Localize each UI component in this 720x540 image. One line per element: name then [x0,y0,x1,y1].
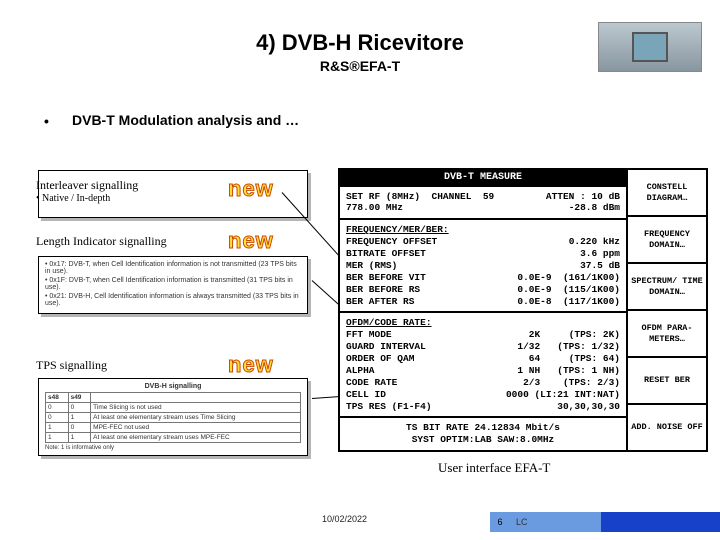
side-btn-resetber[interactable]: RESET BER [628,358,706,405]
tag-interleaver-sub: • Native / In-depth [36,193,214,206]
tag-tps-title: TPS signalling [36,358,107,372]
panel-section-ofdm: OFDM/CODE RATE: FFT MODE2K (TPS: 2K)GUAR… [340,313,626,418]
tag-interleaver-title: Interleaver signalling [36,178,214,193]
lb2-item: • 0x1F: DVB-T, when Cell Identification … [45,277,301,291]
device-panel: DVB-T MEASURE SET RF (8MHz) CHANNEL 59 A… [338,168,708,452]
lb3-table: s48 s49 00Time Slicing is not used 01At … [45,392,301,443]
panel-section-freq: FREQUENCY/MER/BER: FREQUENCY OFFSET0.220… [340,220,626,313]
footer: 10/02/2022 6 LC [0,512,720,532]
lb2-item: • 0x17: DVB-T, when Cell Identification … [45,261,301,275]
lb3-title: DVB-H signalling [45,383,301,390]
kv-row: ALPHA1 NH (TPS: 1 NH) [346,365,620,377]
kv-row: BER BEFORE RS0.0E-9 (115/1K00) [346,284,620,296]
panel-title: DVB-T MEASURE [340,170,626,187]
new-badge-2: new [228,228,274,254]
ui-caption: User interface EFA-T [438,460,550,476]
kv-row: CODE RATE2/3 (TPS: 2/3) [346,377,620,389]
panel-header: SET RF (8MHz) CHANNEL 59 ATTEN : 10 dB 7… [340,187,626,221]
kv-row: BER BEFORE VIT0.0E-9 (161/1K00) [346,272,620,284]
kv-row: BER AFTER RS0.0E-8 (117/1K00) [346,296,620,308]
bullet-text: DVB-T Modulation analysis and … [72,112,299,128]
kv-row: CELL ID0000 (LI:21 INT:NAT) [346,389,620,401]
leftbox-3: DVB-H signalling s48 s49 00Time Slicing … [38,378,308,456]
side-btn-ofdmparams[interactable]: OFDM PARA-METERS… [628,311,706,358]
side-btn-addnoise[interactable]: ADD. NOISE OFF [628,405,706,450]
kv-row: GUARD INTERVAL1/32 (TPS: 1/32) [346,341,620,353]
kv-row: MER (RMS)37.5 dB [346,260,620,272]
bullet-heading: •DVB-T Modulation analysis and … [44,112,299,129]
panel-side-buttons: CONSTELL DIAGRAM… FREQUENCY DOMAIN… SPEC… [628,170,706,450]
lb2-item: • 0x21: DVB-H, Cell Identification infor… [45,293,301,307]
panel-footer: TS BIT RATE 24.12834 Mbit/s SYST OPTIM:L… [340,418,626,450]
kv-row: FFT MODE2K (TPS: 2K) [346,329,620,341]
tag-length-indicator: Length Indicator signalling [36,234,214,249]
tag-interleaver: Interleaver signalling • Native / In-dep… [36,178,214,206]
sec1-title: FREQUENCY/MER/BER: [346,224,620,236]
leftbox-2: • 0x17: DVB-T, when Cell Identification … [38,256,308,314]
new-badge-1: new [228,176,274,202]
kv-row: FREQUENCY OFFSET0.220 kHz [346,236,620,248]
kv-row: TPS RES (F1-F4)30,30,30,30 [346,401,620,413]
instrument-photo [598,22,702,72]
kv-row: BITRATE OFFSET3.6 ppm [346,248,620,260]
tag-length-indicator-title: Length Indicator signalling [36,234,167,248]
kv-row: ORDER OF QAM64 (TPS: 64) [346,353,620,365]
side-btn-spectrum[interactable]: SPECTRUM/ TIME DOMAIN… [628,264,706,311]
footer-page: 6 [490,512,510,532]
tag-tps: TPS signalling [36,358,214,373]
lb3-note: Note: 1 is informative only [45,445,301,451]
side-btn-freqdom[interactable]: FREQUENCY DOMAIN… [628,217,706,264]
footer-date: 10/02/2022 [322,514,367,524]
side-btn-constell[interactable]: CONSTELL DIAGRAM… [628,170,706,217]
footer-brand-bar [601,512,720,532]
sec2-title: OFDM/CODE RATE: [346,317,620,329]
new-badge-3: new [228,352,274,378]
footer-author: LC [510,512,601,532]
